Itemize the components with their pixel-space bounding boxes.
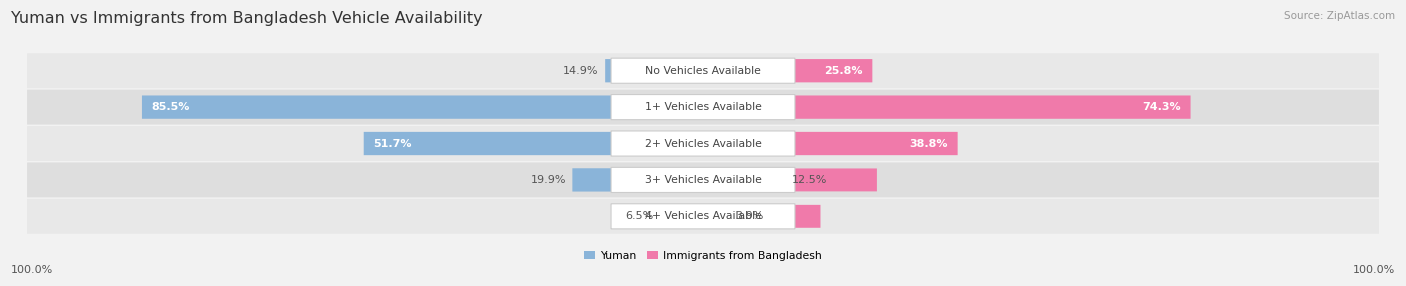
FancyBboxPatch shape <box>794 96 1191 119</box>
FancyBboxPatch shape <box>794 59 872 82</box>
Text: 100.0%: 100.0% <box>11 265 53 275</box>
FancyBboxPatch shape <box>794 132 957 155</box>
FancyBboxPatch shape <box>142 96 612 119</box>
Text: 19.9%: 19.9% <box>530 175 565 185</box>
Text: Source: ZipAtlas.com: Source: ZipAtlas.com <box>1284 11 1395 21</box>
FancyBboxPatch shape <box>612 167 794 192</box>
Text: 14.9%: 14.9% <box>564 66 599 76</box>
Text: 1+ Vehicles Available: 1+ Vehicles Available <box>644 102 762 112</box>
Legend: Yuman, Immigrants from Bangladesh: Yuman, Immigrants from Bangladesh <box>579 247 827 265</box>
FancyBboxPatch shape <box>661 205 703 228</box>
FancyBboxPatch shape <box>612 131 794 156</box>
Text: 25.8%: 25.8% <box>824 66 862 76</box>
Text: 74.3%: 74.3% <box>1142 102 1181 112</box>
FancyBboxPatch shape <box>612 204 794 229</box>
FancyBboxPatch shape <box>612 58 794 83</box>
FancyBboxPatch shape <box>794 168 877 191</box>
FancyBboxPatch shape <box>27 162 1379 197</box>
Text: 3+ Vehicles Available: 3+ Vehicles Available <box>644 175 762 185</box>
FancyBboxPatch shape <box>27 90 1379 125</box>
Text: No Vehicles Available: No Vehicles Available <box>645 66 761 76</box>
Text: 38.8%: 38.8% <box>910 138 948 148</box>
Text: 100.0%: 100.0% <box>1353 265 1395 275</box>
Text: 2+ Vehicles Available: 2+ Vehicles Available <box>644 138 762 148</box>
FancyBboxPatch shape <box>27 199 1379 234</box>
Text: Yuman vs Immigrants from Bangladesh Vehicle Availability: Yuman vs Immigrants from Bangladesh Vehi… <box>11 11 482 26</box>
Text: 51.7%: 51.7% <box>374 138 412 148</box>
FancyBboxPatch shape <box>27 53 1379 88</box>
FancyBboxPatch shape <box>364 132 612 155</box>
FancyBboxPatch shape <box>605 59 612 82</box>
FancyBboxPatch shape <box>794 205 821 228</box>
FancyBboxPatch shape <box>27 126 1379 161</box>
Text: 4+ Vehicles Available: 4+ Vehicles Available <box>644 211 762 221</box>
Text: 12.5%: 12.5% <box>792 175 827 185</box>
FancyBboxPatch shape <box>572 168 612 192</box>
Text: 6.5%: 6.5% <box>626 211 654 221</box>
Text: 3.9%: 3.9% <box>735 211 763 221</box>
FancyBboxPatch shape <box>612 95 794 120</box>
Text: 85.5%: 85.5% <box>152 102 190 112</box>
